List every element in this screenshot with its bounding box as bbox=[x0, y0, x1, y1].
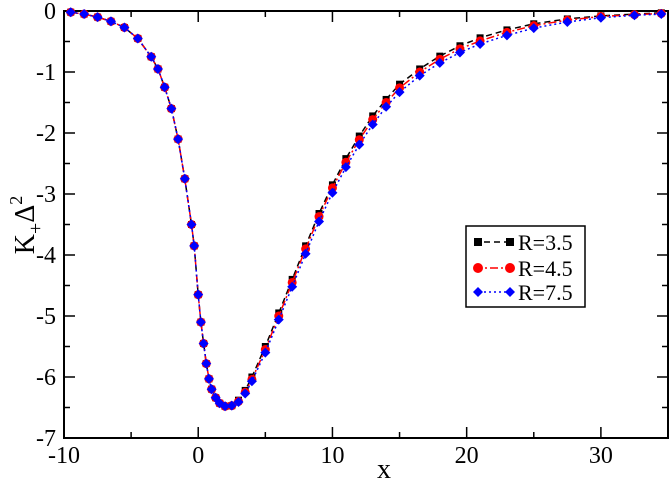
data-point bbox=[381, 101, 392, 112]
legend-entry-2: R=4.5 bbox=[473, 256, 573, 281]
data-point bbox=[354, 139, 365, 150]
data-point bbox=[152, 63, 163, 74]
y-tick-label: -4 bbox=[36, 243, 56, 269]
data-point bbox=[201, 358, 212, 369]
data-point bbox=[595, 12, 606, 23]
legend-marker-r35-left bbox=[474, 238, 482, 246]
data-point bbox=[220, 401, 231, 412]
legend-entry-3: R=7.5 bbox=[473, 280, 573, 305]
data-point bbox=[119, 22, 130, 33]
legend-label-r75: R=7.5 bbox=[518, 280, 573, 305]
data-point bbox=[240, 388, 251, 399]
y-axis-label-delta: Δ bbox=[10, 205, 41, 223]
x-tick-label: 30 bbox=[589, 443, 613, 469]
data-point bbox=[203, 373, 214, 384]
legend-marker-r75-left bbox=[473, 287, 483, 297]
y-tick-label: -3 bbox=[36, 182, 56, 208]
data-point bbox=[629, 10, 640, 21]
legend: R=3.5 R=4.5 R=7.5 bbox=[465, 225, 586, 308]
x-tick-label: -10 bbox=[48, 443, 80, 469]
data-point bbox=[528, 23, 539, 34]
series-layer bbox=[65, 7, 667, 412]
data-point bbox=[65, 7, 76, 18]
data-point bbox=[206, 384, 217, 395]
legend-marker-r45-right bbox=[505, 263, 515, 273]
x-tick-label: 20 bbox=[455, 443, 479, 469]
axis-ticks bbox=[63, 10, 669, 439]
data-point bbox=[193, 289, 204, 300]
data-point bbox=[327, 187, 338, 198]
data-point bbox=[414, 70, 425, 81]
data-point bbox=[186, 219, 197, 230]
y-axis-label-sup: 2 bbox=[6, 196, 26, 205]
data-point bbox=[501, 30, 512, 41]
data-point bbox=[173, 134, 184, 145]
legend-marker-r75-right bbox=[505, 287, 515, 297]
plot-area bbox=[63, 10, 669, 439]
data-point bbox=[454, 47, 465, 58]
data-point bbox=[314, 216, 325, 227]
data-point bbox=[434, 57, 445, 68]
data-point bbox=[656, 9, 667, 20]
y-tick-label: -6 bbox=[36, 365, 56, 391]
y-tick-label: -2 bbox=[36, 121, 56, 147]
data-point bbox=[105, 16, 116, 27]
data-point bbox=[287, 281, 298, 292]
data-point bbox=[146, 51, 157, 62]
data-point bbox=[226, 400, 237, 411]
legend-entry-1: R=3.5 bbox=[474, 230, 573, 255]
data-point bbox=[233, 397, 244, 408]
legend-marker-r45-left bbox=[473, 263, 483, 273]
data-point bbox=[246, 376, 257, 387]
legend-label-r45: R=4.5 bbox=[518, 256, 573, 281]
y-tick-label: -1 bbox=[36, 60, 56, 86]
data-point bbox=[260, 347, 271, 358]
data-point bbox=[79, 9, 90, 20]
data-point bbox=[92, 12, 103, 23]
tick-labels: -10 0 10 20 30 0 -1 -2 -3 -4 -5 -6 -7 bbox=[36, 0, 613, 469]
y-axis-label-sub: + bbox=[25, 223, 47, 234]
data-point bbox=[367, 119, 378, 130]
data-point bbox=[132, 33, 143, 44]
legend-marker-r35-right bbox=[506, 238, 514, 246]
data-point bbox=[562, 16, 573, 27]
y-axis-label-base: K bbox=[10, 234, 41, 254]
data-point bbox=[179, 173, 190, 184]
data-point bbox=[166, 103, 177, 114]
y-axis-label: K+Δ2 bbox=[6, 196, 47, 255]
x-axis-label: x bbox=[377, 454, 391, 483]
data-point bbox=[300, 248, 311, 259]
data-point bbox=[195, 317, 206, 328]
x-tick-label: 10 bbox=[320, 443, 344, 469]
legend-label-r35: R=3.5 bbox=[518, 230, 573, 255]
data-point bbox=[198, 338, 209, 349]
x-tick-label: 0 bbox=[192, 443, 204, 469]
data-point bbox=[340, 162, 351, 173]
y-tick-label: -7 bbox=[36, 426, 56, 452]
legend-box bbox=[465, 225, 586, 308]
data-point bbox=[475, 38, 486, 49]
data-point bbox=[394, 87, 405, 98]
y-tick-label: -5 bbox=[36, 304, 56, 330]
data-point bbox=[273, 314, 284, 325]
data-point bbox=[189, 240, 200, 251]
data-point bbox=[159, 82, 170, 93]
y-tick-label: 0 bbox=[44, 0, 56, 25]
series-r-7-5 bbox=[65, 7, 667, 412]
